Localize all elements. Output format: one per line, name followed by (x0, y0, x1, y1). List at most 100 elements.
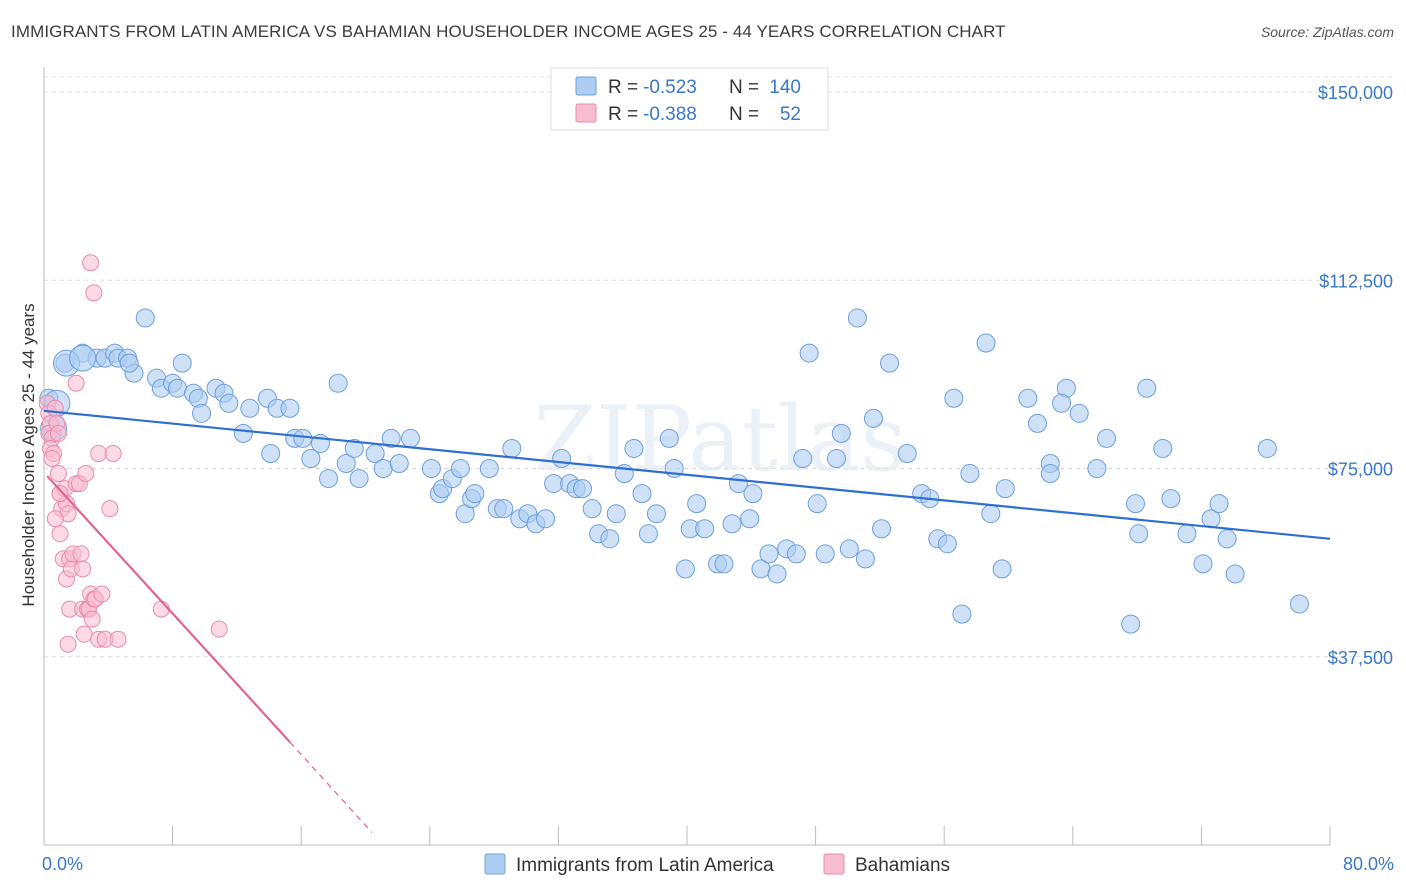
data-point (373, 459, 393, 479)
data-point (740, 509, 760, 529)
legend-swatch-bahamians (823, 853, 845, 875)
data-point (1087, 459, 1107, 479)
legend-r-value-blue: -0.523 (643, 77, 697, 98)
data-point (1018, 388, 1038, 408)
data-point (82, 254, 100, 272)
data-point (51, 485, 69, 503)
data-point (349, 469, 369, 489)
data-point (687, 494, 707, 514)
data-point (722, 514, 742, 534)
data-point (600, 529, 620, 549)
y-tick-label: $37,500 (1328, 648, 1393, 668)
data-point (135, 308, 155, 328)
stats-legend: R = -0.523 N = 140 R = -0.388 N = 52 (550, 67, 829, 131)
data-point (606, 504, 626, 524)
data-point (624, 438, 644, 458)
data-point (1209, 494, 1229, 514)
data-point (49, 424, 67, 442)
data-point (582, 499, 602, 519)
data-point (450, 459, 470, 479)
data-point (992, 559, 1012, 579)
data-point (46, 399, 64, 417)
data-point (319, 469, 339, 489)
data-point (101, 500, 119, 518)
y-axis-label: Householder Income Ages 25 - 44 years (19, 303, 38, 606)
legend-swatch-blue (575, 76, 597, 96)
data-point (67, 374, 85, 392)
data-point (799, 343, 819, 363)
x-tick-label-max: 80.0% (1343, 854, 1394, 874)
data-point (659, 428, 679, 448)
data-point (1289, 594, 1309, 614)
data-point (863, 408, 883, 428)
data-point (328, 373, 348, 393)
data-point (937, 534, 957, 554)
data-point (59, 635, 77, 653)
data-point (839, 539, 859, 559)
data-point (240, 398, 260, 418)
data-point (1027, 413, 1047, 433)
data-point (43, 449, 61, 467)
data-point (152, 600, 170, 618)
data-point (815, 544, 835, 564)
y-tick-label: $112,500 (1319, 271, 1393, 291)
data-point (301, 448, 321, 468)
legend-n-label-pink: N = (729, 104, 759, 125)
data-point (793, 448, 813, 468)
data-point (421, 459, 441, 479)
data-point (46, 510, 64, 528)
legend-label-bahamians: Bahamians (855, 855, 950, 876)
legend-n-value-blue: 140 (769, 77, 801, 98)
data-point (389, 454, 409, 474)
data-point (714, 554, 734, 574)
data-point (695, 519, 715, 539)
data-point (807, 494, 827, 514)
data-point (995, 479, 1015, 499)
data-point (104, 444, 122, 462)
watermark: ZIPatlas (533, 387, 906, 492)
data-point (536, 509, 556, 529)
data-point (280, 398, 300, 418)
data-point (847, 308, 867, 328)
data-point (1193, 554, 1213, 574)
data-point (1161, 489, 1181, 509)
legend-n-value-pink: 52 (780, 104, 801, 125)
data-point (77, 465, 95, 483)
data-point (759, 544, 779, 564)
data-point (1217, 529, 1237, 549)
series-immigrants-points (39, 308, 1309, 634)
data-point (552, 448, 572, 468)
y-tick-labels: $37,500 $75,000 $112,500 $150,000 (1318, 83, 1393, 668)
trend-line-bahamians-extension (289, 741, 373, 833)
data-point (1125, 494, 1145, 514)
series-legend: Immigrants from Latin America Bahamians (484, 853, 950, 876)
data-point (1121, 614, 1141, 634)
data-point (880, 353, 900, 373)
data-point (675, 559, 695, 579)
data-point (1097, 428, 1117, 448)
trend-line-immigrants (43, 409, 1331, 540)
data-point (632, 484, 652, 504)
data-point (90, 444, 108, 462)
data-point (1129, 524, 1149, 544)
data-point (465, 484, 485, 504)
trend-line-bahamians (46, 475, 291, 743)
data-point-large (69, 344, 97, 372)
x-tick-labels: 0.0% 80.0% (42, 854, 1394, 874)
data-point (336, 454, 356, 474)
y-tick-label: $75,000 (1328, 460, 1393, 480)
data-point (167, 378, 187, 398)
legend-box (550, 67, 829, 131)
legend-swatch-immigrants (484, 853, 506, 875)
data-point (172, 353, 192, 373)
data-point (1177, 524, 1197, 544)
data-point (75, 625, 93, 643)
data-point (976, 333, 996, 353)
data-point (960, 464, 980, 484)
data-point (1153, 438, 1173, 458)
data-point (767, 564, 787, 584)
data-point (192, 403, 212, 423)
data-point (72, 545, 90, 563)
data-point (1040, 464, 1060, 484)
data-point (638, 524, 658, 544)
